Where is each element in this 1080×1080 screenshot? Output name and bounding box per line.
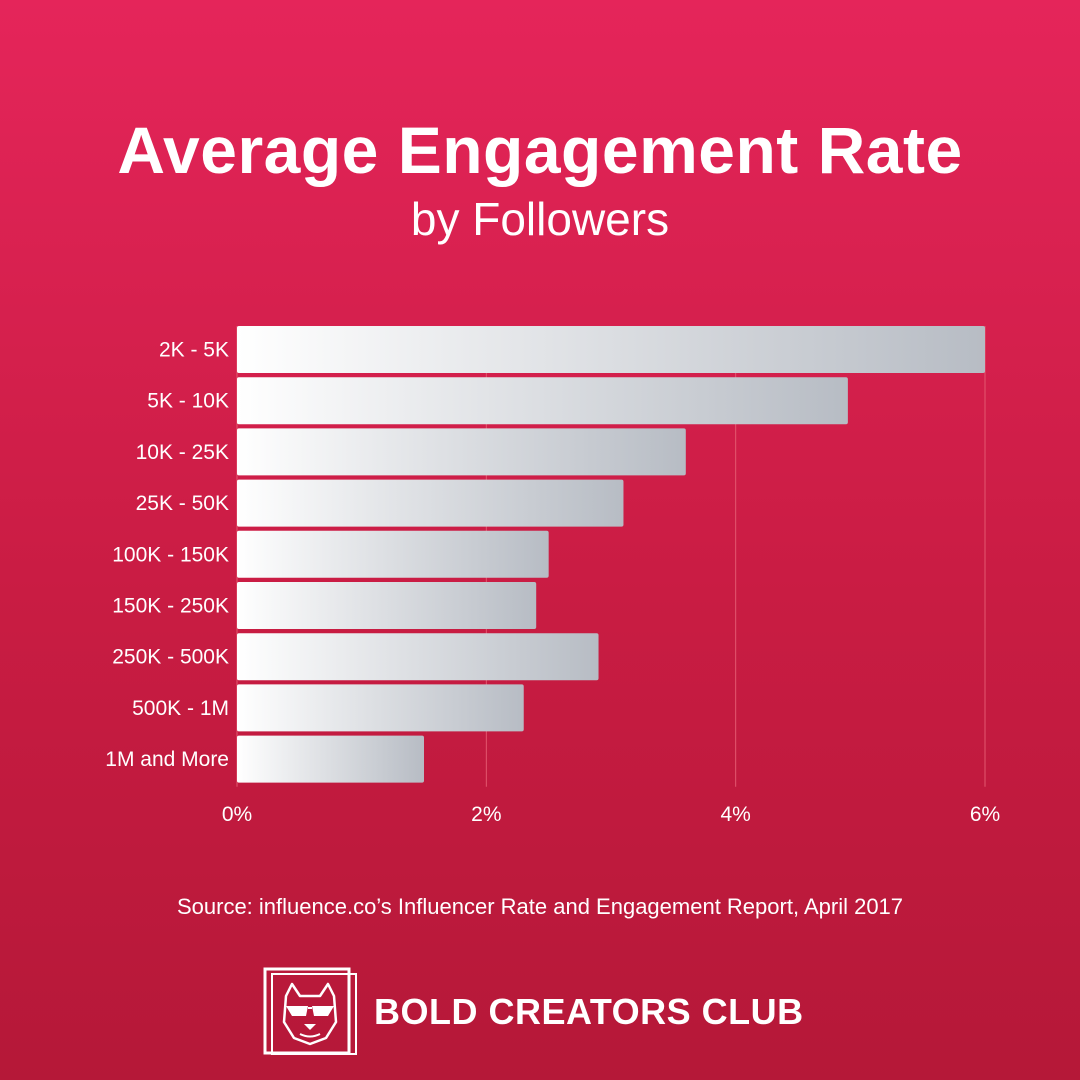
brand-footer: BOLD CREATORS CLUB xyxy=(262,966,804,1058)
category-label: 150K - 250K xyxy=(112,595,229,618)
chart-title: Average Engagement Rate xyxy=(117,113,963,187)
x-tick-label: 2% xyxy=(471,803,501,826)
x-tick-label: 4% xyxy=(720,803,750,826)
bar-2k-5k xyxy=(237,326,985,373)
category-label: 10K - 25K xyxy=(136,441,229,464)
category-label: 5K - 10K xyxy=(147,390,229,413)
bar-250k-500k xyxy=(237,633,599,681)
source-note: Source: influence.co’s Influencer Rate a… xyxy=(176,894,904,919)
brand-name: BOLD CREATORS CLUB xyxy=(374,991,804,1032)
chart-subtitle: by Followers xyxy=(410,193,670,245)
bar-chart: 2K - 5K 5K - 10K 10K - 25K 25K - 50K 100K - … xyxy=(105,326,1000,826)
category-label: 250K - 500K xyxy=(112,646,229,669)
bar-10k-25k xyxy=(237,428,686,476)
bar-100k-150k xyxy=(237,530,549,578)
category-label: 1M and More xyxy=(105,748,229,771)
x-tick-label: 6% xyxy=(970,803,1000,826)
category-label: 2K - 5K xyxy=(159,339,229,362)
category-label: 500K - 1M xyxy=(132,697,229,720)
bar-25k-50k xyxy=(237,479,624,527)
category-label: 25K - 50K xyxy=(136,492,229,515)
bar-5k-10k xyxy=(237,377,848,425)
bulldog-sunglasses-icon xyxy=(262,966,358,1058)
category-label: 100K - 150K xyxy=(112,543,229,566)
bar-1m-and-more xyxy=(237,735,424,783)
bar-150k-250k xyxy=(237,582,537,629)
x-tick-label: 0% xyxy=(222,803,252,826)
bar-500k-1m xyxy=(237,684,524,732)
